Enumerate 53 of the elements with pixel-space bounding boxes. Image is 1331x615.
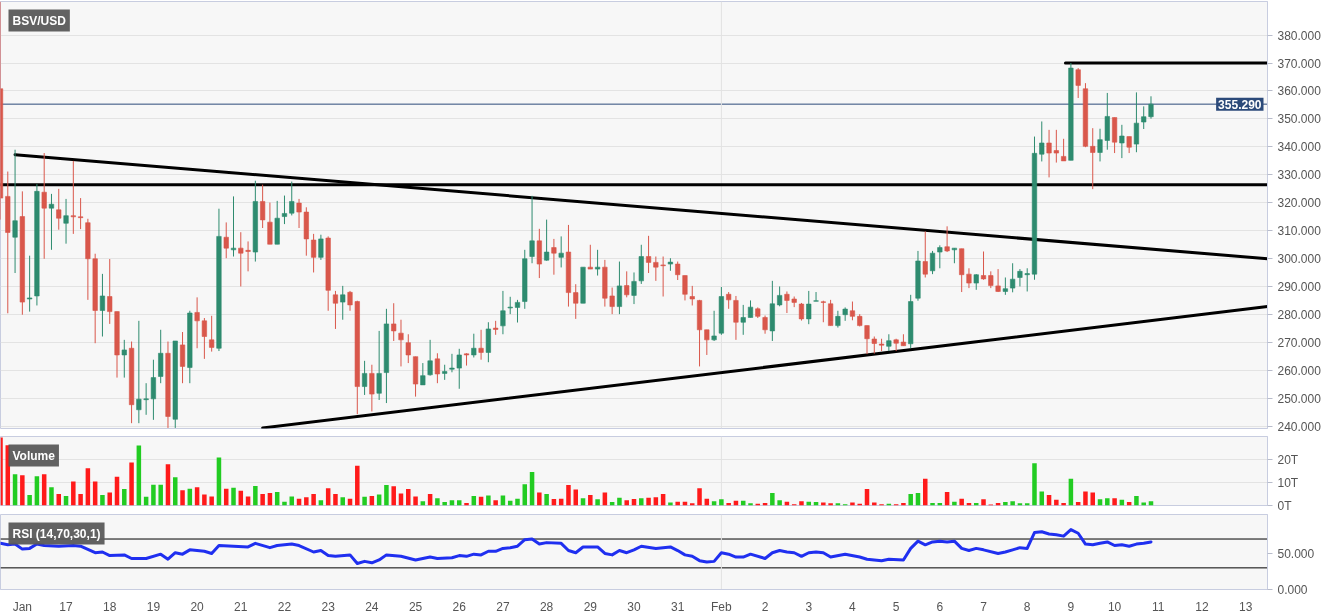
y-tick-label: 380.000	[1277, 28, 1322, 43]
x-tick-label: 6	[936, 599, 944, 614]
x-tick-label: 13	[1238, 599, 1253, 614]
y-tick-label: 370.000	[1277, 56, 1322, 71]
x-tick-label: 9	[1067, 599, 1075, 614]
y-tick-label: 0T	[1277, 498, 1293, 513]
x-tick-label: Jan	[12, 599, 33, 614]
x-tick-label: 18	[103, 599, 117, 614]
ref-line-label: 355.290	[1218, 97, 1262, 112]
y-tick-label: 330.000	[1277, 168, 1322, 183]
y-tick-label: 310.000	[1277, 224, 1322, 239]
y-tick-label: 260.000	[1277, 364, 1322, 379]
y-tick-label: 270.000	[1277, 336, 1322, 351]
x-tick-label: Feb	[711, 599, 733, 614]
x-tick-label: 2	[761, 599, 769, 614]
x-tick-label: 11	[1152, 599, 1165, 614]
text: Volume	[12, 448, 56, 463]
x-tick-label: 7	[980, 599, 988, 614]
x-tick-label: 29	[583, 599, 598, 614]
y-tick-label: 300.000	[1277, 252, 1322, 267]
x-tick-label: 23	[321, 599, 336, 614]
y-tick-label: 280.000	[1277, 308, 1322, 323]
x-tick-label: 26	[452, 599, 467, 614]
x-tick-label: 27	[496, 599, 510, 614]
x-tick-label: 5	[892, 599, 900, 614]
x-tick-label: 3	[805, 599, 813, 614]
x-tick-label: 20	[190, 599, 205, 614]
text: RSI (14,70,30,1)	[12, 526, 101, 541]
x-tick-label: 19	[146, 599, 161, 614]
x-tick-label: 24	[365, 599, 379, 614]
y-tick-label: 290.000	[1277, 280, 1322, 295]
x-tick-label: 17	[59, 599, 74, 614]
y-tick-label: 250.000	[1277, 392, 1322, 407]
x-tick-label: 10	[1107, 599, 1122, 614]
x-tick-label: 28	[539, 599, 554, 614]
x-tick-label: 22	[277, 599, 292, 614]
x-tick-label: 12	[1195, 599, 1209, 614]
y-tick-label: 0.000	[1277, 583, 1308, 597]
x-tick-label: 4	[849, 599, 857, 614]
text: BSV/USD	[12, 13, 67, 28]
y-tick-label: 360.000	[1277, 84, 1322, 99]
x-tick-label: 25	[408, 599, 423, 614]
y-tick-label: 320.000	[1277, 196, 1322, 211]
y-tick-label: 10T	[1277, 475, 1299, 490]
y-tick-label: 350.000	[1277, 112, 1322, 127]
y-tick-label: 340.000	[1277, 140, 1322, 155]
y-tick-label: 240.000	[1277, 420, 1322, 435]
y-tick-label: 20T	[1277, 452, 1299, 467]
x-tick-label: 8	[1023, 599, 1031, 614]
x-tick-label: 30	[627, 599, 641, 614]
y-tick-label: 50.000	[1277, 546, 1315, 561]
x-tick-label: 31	[671, 599, 685, 614]
x-tick-label: 21	[234, 599, 248, 614]
